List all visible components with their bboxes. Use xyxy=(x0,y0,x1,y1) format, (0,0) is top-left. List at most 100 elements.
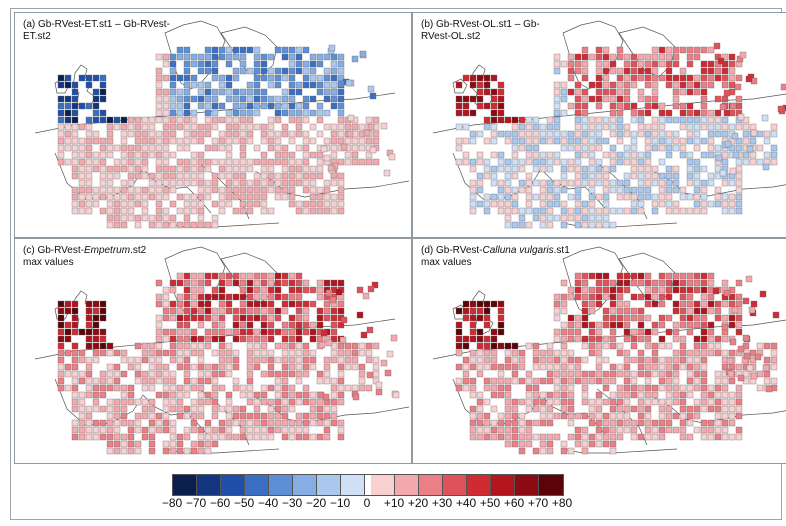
grid-cell xyxy=(666,329,672,335)
grid-cell xyxy=(72,82,78,88)
grid-cell xyxy=(596,180,602,186)
grid-cell xyxy=(617,68,623,74)
grid-cell xyxy=(170,427,176,433)
grid-cell xyxy=(526,187,532,193)
grid-cell xyxy=(631,371,637,377)
grid-cell xyxy=(114,215,120,221)
grid-cell xyxy=(638,413,644,419)
grid-cell xyxy=(219,336,225,342)
panel-a-title-line2: ET.st2 xyxy=(23,31,203,43)
grid-cell xyxy=(385,370,391,376)
grid-cell xyxy=(708,82,714,88)
grid-cell xyxy=(135,138,141,144)
grid-cell xyxy=(93,322,99,328)
grid-cell xyxy=(680,68,686,74)
grid-cell xyxy=(247,68,253,74)
grid-cell xyxy=(673,145,679,151)
grid-cell xyxy=(645,61,651,67)
grid-cell xyxy=(282,357,288,363)
grid-cell xyxy=(554,152,560,158)
grid-cell xyxy=(191,427,197,433)
grid-cell xyxy=(498,301,504,307)
grid-cell xyxy=(561,399,567,405)
grid-cell xyxy=(687,110,693,116)
grid-cell xyxy=(156,208,162,214)
grid-cell xyxy=(575,103,581,109)
grid-cell xyxy=(526,117,532,123)
grid-cell xyxy=(114,166,120,172)
grid-cell xyxy=(638,280,644,286)
legend-tick-label: −60 xyxy=(210,496,230,510)
grid-cell xyxy=(275,287,281,293)
grid-cell xyxy=(526,138,532,144)
grid-cell xyxy=(589,308,595,314)
grid-cell xyxy=(324,406,330,412)
grid-cell xyxy=(498,329,504,335)
grid-cell xyxy=(624,385,630,391)
grid-cell xyxy=(533,406,539,412)
grid-cell xyxy=(240,103,246,109)
grid-cell xyxy=(191,280,197,286)
grid-cell xyxy=(610,329,616,335)
grid-cell xyxy=(170,420,176,426)
legend-tick-label: +40 xyxy=(456,496,476,510)
grid-cell xyxy=(526,222,532,228)
grid-cell xyxy=(142,343,148,349)
grid-cell xyxy=(652,208,658,214)
grid-cell xyxy=(540,448,546,454)
grid-cell xyxy=(673,336,679,342)
grid-cell xyxy=(659,173,665,179)
grid-cell xyxy=(177,124,183,130)
grid-cell xyxy=(652,61,658,67)
grid-cell xyxy=(93,166,99,172)
grid-cell xyxy=(340,337,346,343)
grid-cell xyxy=(715,117,721,123)
grid-cell xyxy=(135,420,141,426)
grid-cell xyxy=(533,208,539,214)
grid-cell xyxy=(582,61,588,67)
grid-cell xyxy=(79,180,85,186)
grid-cell xyxy=(310,434,316,440)
grid-cell xyxy=(331,180,337,186)
grid-cell xyxy=(240,322,246,328)
grid-cell xyxy=(484,117,490,123)
grid-cell xyxy=(268,287,274,293)
grid-cell xyxy=(512,399,518,405)
grid-cell xyxy=(282,96,288,102)
grid-cell xyxy=(596,350,602,356)
grid-cell xyxy=(191,301,197,307)
grid-cell xyxy=(491,364,497,370)
grid-cell xyxy=(714,43,720,49)
grid-cell xyxy=(589,145,595,151)
grid-cell xyxy=(107,399,113,405)
grid-cell xyxy=(205,47,211,53)
grid-cell xyxy=(498,392,504,398)
grid-cell xyxy=(156,420,162,426)
grid-cell xyxy=(673,427,679,433)
grid-cell xyxy=(212,145,218,151)
grid-cell xyxy=(212,54,218,60)
grid-cell xyxy=(114,187,120,193)
grid-cell xyxy=(149,434,155,440)
grid-cell xyxy=(121,187,127,193)
grid-cell xyxy=(317,110,323,116)
grid-cell xyxy=(254,364,260,370)
grid-cell xyxy=(331,350,337,356)
grid-cell xyxy=(491,138,497,144)
grid-cell xyxy=(268,54,274,60)
grid-cell xyxy=(701,294,707,300)
grid-cell xyxy=(282,131,288,137)
grid-cell xyxy=(645,434,651,440)
grid-cell xyxy=(659,124,665,130)
color-legend: −80 −70 −60 −50 −40 −30 −20 −10 0 +10 +20 +30 +40 +50… xyxy=(148,470,668,520)
grid-cell xyxy=(561,378,567,384)
grid-cell xyxy=(289,117,295,123)
grid-cell xyxy=(184,357,190,363)
grid-cell xyxy=(93,159,99,165)
grid-cell xyxy=(65,110,71,116)
grid-cell xyxy=(226,110,232,116)
grid-cell xyxy=(170,82,176,88)
grid-cell xyxy=(149,364,155,370)
grid-cell xyxy=(324,194,330,200)
grid-cell xyxy=(289,173,295,179)
